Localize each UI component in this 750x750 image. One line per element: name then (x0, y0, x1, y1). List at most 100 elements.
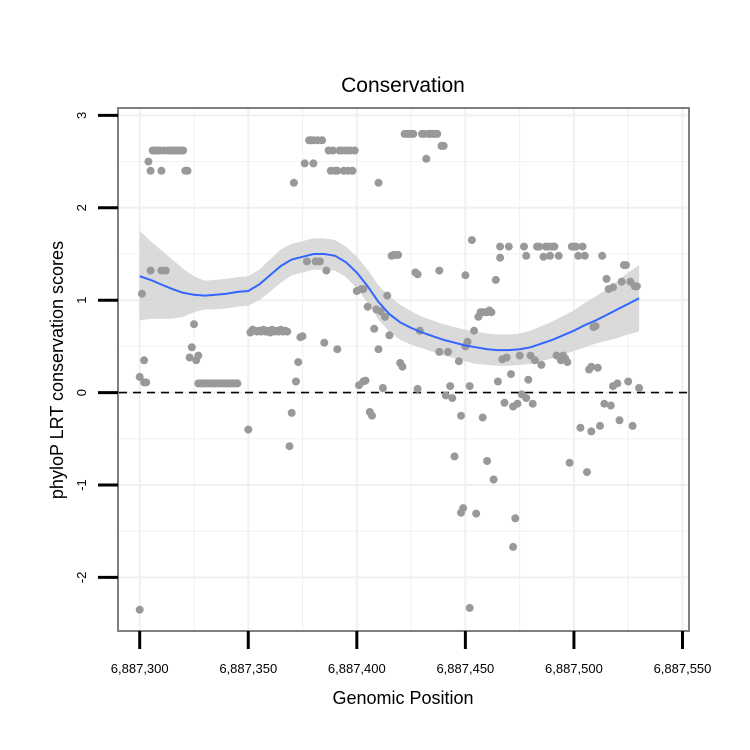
y-axis: -2 -1 0 1 2 3 (74, 112, 118, 583)
data-point (448, 394, 457, 403)
data-point (520, 242, 528, 251)
data-point (535, 242, 544, 251)
data-point (183, 166, 192, 175)
y-tick-label: -2 (74, 572, 89, 584)
data-point (409, 129, 418, 138)
data-point (596, 421, 604, 430)
data-point (602, 274, 611, 283)
y-tick-label: 2 (74, 204, 89, 211)
data-point (624, 377, 633, 386)
data-point (632, 282, 641, 291)
data-point (350, 146, 359, 155)
data-point (622, 261, 630, 270)
data-point (587, 427, 596, 436)
data-point (161, 266, 170, 275)
data-point (385, 331, 394, 340)
data-point (363, 302, 372, 311)
data-point (309, 159, 318, 168)
data-point (185, 353, 194, 362)
data-point (157, 166, 166, 175)
x-axis-label: Genomic Position (332, 688, 473, 708)
data-point (320, 338, 329, 347)
data-point (135, 605, 144, 614)
data-point (546, 251, 554, 260)
data-point (461, 271, 470, 280)
data-point (493, 377, 502, 386)
x-tick-label: 6,887,500 (545, 661, 603, 676)
data-point (598, 251, 607, 260)
data-point (615, 416, 624, 425)
x-tick-label: 6,887,550 (654, 661, 712, 676)
data-point (587, 362, 596, 371)
x-tick-label: 6,887,300 (111, 661, 169, 676)
data-point (441, 391, 450, 400)
data-point (287, 408, 296, 417)
y-tick-label: 1 (74, 297, 89, 304)
data-point (140, 356, 149, 365)
data-point (580, 251, 589, 260)
data-point (617, 277, 626, 286)
data-point (446, 382, 455, 391)
data-point (433, 129, 442, 138)
data-point (489, 475, 498, 484)
data-point (554, 251, 563, 260)
data-point (504, 242, 513, 251)
data-point (374, 178, 383, 187)
data-point (333, 166, 342, 175)
smooth-line (139, 253, 640, 352)
data-point (368, 411, 376, 420)
data-point (507, 370, 515, 379)
data-point (144, 157, 153, 166)
data-point (328, 146, 337, 155)
data-point (439, 141, 448, 150)
y-tick-label: -1 (74, 479, 89, 491)
smooth-line-group (139, 253, 640, 352)
data-point (244, 425, 253, 434)
data-point (470, 326, 479, 335)
data-point (478, 413, 487, 422)
data-point (472, 509, 481, 518)
data-point (179, 146, 188, 155)
data-point (359, 285, 368, 294)
data-point (465, 382, 474, 391)
y-tick-label: 0 (74, 389, 89, 396)
data-point (522, 251, 531, 260)
data-point (606, 401, 615, 410)
x-axis: 6,887,300 6,887,350 6,887,400 6,887,450 6,88… (111, 631, 712, 676)
data-point (459, 504, 468, 513)
data-point (300, 159, 309, 168)
data-point (600, 399, 609, 408)
data-point (315, 257, 324, 266)
data-point (454, 357, 463, 366)
data-point (435, 347, 444, 356)
data-point (591, 322, 600, 331)
data-point (572, 242, 581, 251)
data-point (190, 320, 198, 329)
data-point (413, 270, 422, 279)
data-point (593, 363, 602, 372)
data-point (435, 266, 444, 275)
data-point (537, 360, 546, 369)
data-point (187, 343, 196, 352)
data-point (194, 351, 203, 360)
data-point (374, 345, 383, 354)
data-point (348, 166, 357, 175)
data-point (509, 542, 518, 551)
data-point (298, 332, 307, 341)
chart-title: Conservation (341, 74, 465, 97)
data-point (609, 283, 617, 292)
data-point (496, 242, 505, 251)
y-axis-label: phyloP LRT conservation scores (47, 241, 67, 499)
data-point (233, 379, 242, 388)
data-point (381, 312, 389, 321)
x-tick-label: 6,887,400 (328, 661, 386, 676)
data-point (394, 250, 403, 259)
data-point (294, 358, 303, 367)
data-point (583, 468, 591, 477)
data-point (413, 384, 422, 393)
data-point (565, 458, 574, 467)
data-point (496, 253, 505, 262)
data-point (378, 384, 387, 392)
data-point (322, 266, 331, 275)
grid-lines (119, 109, 688, 630)
